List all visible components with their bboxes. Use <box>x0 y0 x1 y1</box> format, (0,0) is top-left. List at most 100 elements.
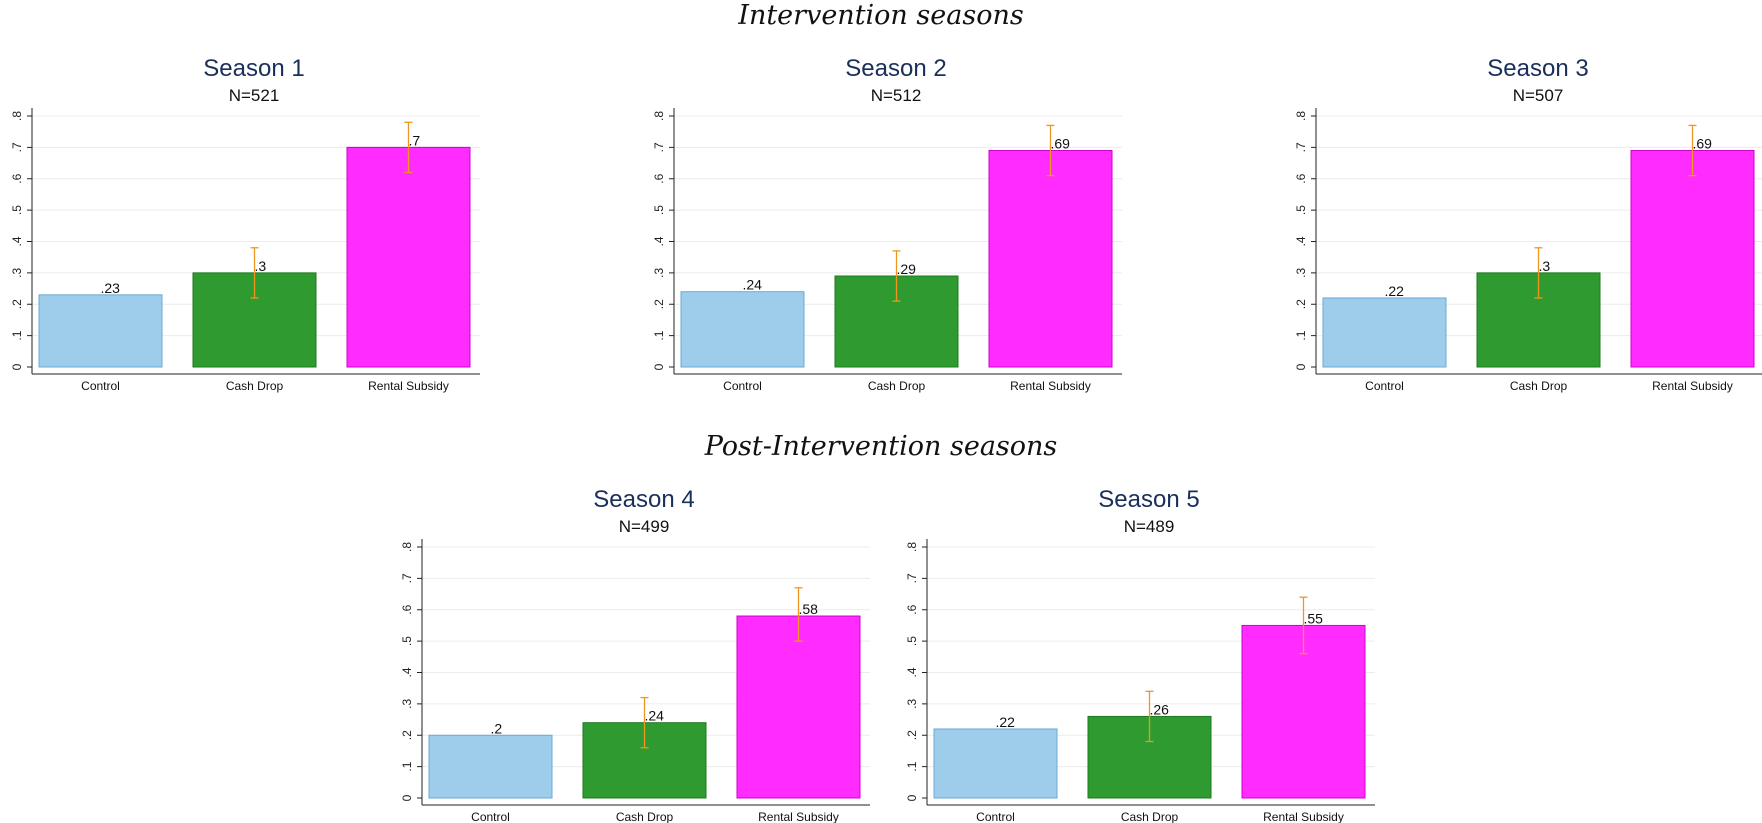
cash-drop-category-label: Cash Drop <box>868 379 926 393</box>
panel-title: Season 2 <box>845 55 947 82</box>
y-tick-label: .1 <box>400 761 414 771</box>
cash-drop-category-label: Cash Drop <box>1510 379 1568 393</box>
y-tick-label: .7 <box>400 573 414 583</box>
cash-drop-category-label: Cash Drop <box>226 379 284 393</box>
y-tick-label: .3 <box>400 699 414 709</box>
season-2-panel: Season 2 N=512 0 .1 .2 .3 .4 .5 .6 .7 .8 .24 Contr… <box>646 0 1146 393</box>
panel-sample-size: N=489 <box>1123 517 1175 536</box>
control-bar <box>933 728 1058 799</box>
cash-drop-value-label: .29 <box>897 261 917 277</box>
panel-title: Season 5 <box>1098 486 1200 513</box>
panel-title: Season 4 <box>593 486 695 513</box>
y-tick-label: .8 <box>400 542 414 552</box>
rental-subsidy-bar <box>988 150 1113 368</box>
y-tick-label: .7 <box>905 573 919 583</box>
rental-subsidy-bar <box>346 146 471 368</box>
cash-drop-value-label: .24 <box>645 708 665 724</box>
panel-sample-size: N=521 <box>228 86 280 105</box>
control-value-label: .24 <box>743 277 763 293</box>
cash-drop-category-label: Cash Drop <box>1121 810 1179 823</box>
y-tick-label: .2 <box>1294 299 1308 309</box>
season-1-panel: Season 1 N=521 0 .1 .2 .3 .4 .5 .6 .7 .8 .23 Contr… <box>4 0 504 393</box>
y-tick-label: .2 <box>400 730 414 740</box>
panel-title: Season 3 <box>1487 55 1589 82</box>
y-tick-label: .6 <box>10 173 24 183</box>
y-tick-label: .5 <box>400 636 414 646</box>
rental-subsidy-value-label: .58 <box>799 601 819 617</box>
y-tick-label: .6 <box>905 604 919 614</box>
rental-subsidy-value-label: .55 <box>1304 610 1324 626</box>
cash-drop-value-label: .26 <box>1150 701 1170 717</box>
y-tick-label: .7 <box>10 142 24 152</box>
y-tick-label: .4 <box>652 236 666 246</box>
y-tick-label: .8 <box>1294 111 1308 121</box>
y-tick-label: .6 <box>1294 173 1308 183</box>
y-tick-label: .7 <box>1294 142 1308 152</box>
y-tick-label: .4 <box>1294 236 1308 246</box>
y-tick-label: .3 <box>905 699 919 709</box>
y-tick-label: .1 <box>1294 330 1308 340</box>
control-bar <box>680 291 805 368</box>
control-category-label: Control <box>723 379 762 393</box>
y-tick-label: .5 <box>905 636 919 646</box>
y-tick-label: .1 <box>905 761 919 771</box>
rental-subsidy-value-label: .7 <box>409 132 421 148</box>
y-tick-label: .4 <box>905 667 919 677</box>
y-tick-label: .5 <box>652 205 666 215</box>
y-tick-label: .1 <box>652 330 666 340</box>
control-category-label: Control <box>1365 379 1404 393</box>
bar-chart: 0 .1 .2 .3 .4 .5 .6 .7 .8 .22 Control .3 Cash Drop .6… <box>1294 108 1762 393</box>
control-category-label: Control <box>471 810 510 823</box>
bar-chart: 0 .1 .2 .3 .4 .5 .6 .7 .8 .24 Control .29 Cash Drop.… <box>652 108 1122 393</box>
rental-subsidy-category-label: Rental Subsidy <box>1263 810 1344 823</box>
control-value-label: .22 <box>1385 283 1405 299</box>
cash-drop-category-label: Cash Drop <box>616 810 674 823</box>
y-tick-label: 0 <box>1294 363 1308 370</box>
bar-chart: 0 .1 .2 .3 .4 .5 .6 .7 .8 .23 Control .3 Cash Drop .7… <box>10 108 480 393</box>
y-tick-label: 0 <box>905 794 919 801</box>
panel-sample-size: N=507 <box>1512 86 1564 105</box>
control-bar <box>428 734 553 799</box>
panel-sample-size: N=499 <box>618 517 670 536</box>
y-tick-label: 0 <box>652 363 666 370</box>
rental-subsidy-bar <box>1630 150 1755 368</box>
y-tick-label: 0 <box>10 363 24 370</box>
y-tick-label: .4 <box>400 667 414 677</box>
rental-subsidy-bar <box>736 615 861 799</box>
bar-chart: 0 .1 .2 .3 .4 .5 .6 .7 .8 .2 Control .24 Cash Drop .5… <box>400 539 870 823</box>
panel-title: Season 1 <box>203 55 305 82</box>
season-5-panel: Season 5 N=489 0 .1 .2 .3 .4 .5 .6 .7 .8 .22 Contr… <box>899 431 1399 823</box>
panel-sample-size: N=512 <box>870 86 922 105</box>
y-tick-label: .6 <box>652 173 666 183</box>
rental-subsidy-value-label: .69 <box>1051 136 1071 152</box>
y-tick-label: .8 <box>652 111 666 121</box>
y-tick-label: .4 <box>10 236 24 246</box>
bar-chart: 0 .1 .2 .3 .4 .5 .6 .7 .8 .22 Control .26 Cash Drop.… <box>905 539 1375 823</box>
control-value-label: .22 <box>996 714 1016 730</box>
control-bar <box>38 294 163 368</box>
y-tick-label: .8 <box>10 111 24 121</box>
y-tick-label: .3 <box>10 268 24 278</box>
intervention-section-title: Intervention seasons <box>738 0 1024 31</box>
control-category-label: Control <box>81 379 120 393</box>
rental-subsidy-category-label: Rental Subsidy <box>758 810 839 823</box>
cash-drop-value-label: .3 <box>255 258 267 274</box>
cash-drop-value-label: .3 <box>1539 258 1551 274</box>
post-intervention-section-title: Post-Intervention seasons <box>704 431 1058 462</box>
y-tick-label: .7 <box>652 142 666 152</box>
control-bar <box>1322 297 1447 368</box>
y-tick-label: .2 <box>10 299 24 309</box>
season-4-panel: Season 4 N=499 0 .1 .2 .3 .4 .5 .6 .7 .8 .2 Contro… <box>394 431 894 823</box>
y-tick-label: .3 <box>1294 268 1308 278</box>
y-tick-label: .6 <box>400 604 414 614</box>
season-3-panel: Season 3 N=507 0 .1 .2 .3 .4 .5 .6 .7 .8 .22 Contr… <box>1288 0 1762 393</box>
y-tick-label: .2 <box>652 299 666 309</box>
rental-subsidy-category-label: Rental Subsidy <box>1010 379 1091 393</box>
y-tick-label: .2 <box>905 730 919 740</box>
y-tick-label: .3 <box>652 268 666 278</box>
y-tick-label: .5 <box>10 205 24 215</box>
rental-subsidy-value-label: .69 <box>1693 136 1713 152</box>
control-category-label: Control <box>976 810 1015 823</box>
control-value-label: .2 <box>491 720 503 736</box>
